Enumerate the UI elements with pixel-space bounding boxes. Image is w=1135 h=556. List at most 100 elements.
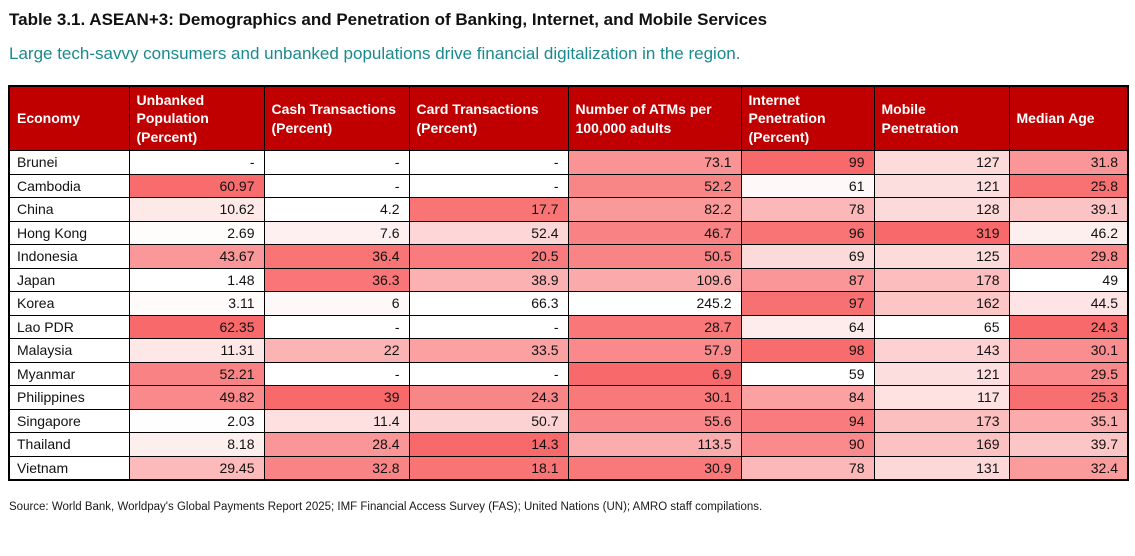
value-cell: - xyxy=(263,150,410,175)
value-cell: 245.2 xyxy=(567,291,742,316)
value-cell: 29.8 xyxy=(1008,244,1129,269)
column-header: Mobile Penetration xyxy=(873,85,1010,151)
value-cell: - xyxy=(408,150,569,175)
value-cell: 38.9 xyxy=(408,267,569,292)
economy-cell: Malaysia xyxy=(8,338,130,363)
value-cell: 96 xyxy=(740,220,875,245)
value-cell: 50.7 xyxy=(408,408,569,433)
table-row: Korea 3.11 6 66.3 245.2 97 162 44.5 xyxy=(8,291,1129,316)
value-cell: 4.2 xyxy=(263,197,410,222)
table-body: Brunei - - -73.1 99 127 31.8 Cambodia 60.97- -52.… xyxy=(8,150,1129,481)
value-cell: 52.21 xyxy=(128,361,265,386)
value-cell: 73.1 xyxy=(567,150,742,175)
table-title: Table 3.1. ASEAN+3: Demographics and Pen… xyxy=(9,10,768,29)
value-cell: 8.18 xyxy=(128,432,265,457)
value-cell: 59 xyxy=(740,361,875,386)
value-cell: 20.5 xyxy=(408,244,569,269)
table-row: Philippines 49.82 39 24.3 30.1 84 117 25.3 xyxy=(8,385,1129,410)
value-cell: 28.4 xyxy=(263,432,410,457)
table-row: Hong Kong 2.69 7.6 52.4 46.7 96 319 46.2 xyxy=(8,220,1129,245)
value-cell: 6.9 xyxy=(567,361,742,386)
value-cell: 29.45 xyxy=(128,455,265,481)
value-cell: 18.1 xyxy=(408,455,569,481)
table-row: Lao PDR 62.35- -28.7 64 65 24.3 xyxy=(8,314,1129,339)
value-cell: - xyxy=(263,173,410,198)
report-page: Table 3.1. ASEAN+3: Demographics and Pen… xyxy=(8,10,1129,513)
economy-cell: Lao PDR xyxy=(8,314,130,339)
table-header: Economy Unbanked Population (Percent) Cash… xyxy=(8,85,1129,151)
value-cell: 121 xyxy=(873,173,1010,198)
value-cell: 30.9 xyxy=(567,455,742,481)
table-row: Japan 1.48 36.3 38.9 109.6 87 178 49 xyxy=(8,267,1129,292)
value-cell: - xyxy=(408,361,569,386)
column-header: Number of ATMs per 100,000 adults xyxy=(567,85,742,151)
column-header: Economy xyxy=(8,85,130,151)
value-cell: 32.8 xyxy=(263,455,410,481)
value-cell: 36.3 xyxy=(263,267,410,292)
value-cell: 36.4 xyxy=(263,244,410,269)
value-cell: 97 xyxy=(740,291,875,316)
table-row: Myanmar 52.21- -6.9 59 121 29.5 xyxy=(8,361,1129,386)
table-row: Vietnam 29.45 32.8 18.1 30.9 78 131 32.4 xyxy=(8,455,1129,481)
value-cell: 10.62 xyxy=(128,197,265,222)
column-header: Internet Penetration (Percent) xyxy=(740,85,875,151)
value-cell: 99 xyxy=(740,150,875,175)
economy-cell: Korea xyxy=(8,291,130,316)
value-cell: 14.3 xyxy=(408,432,569,457)
value-cell: 61 xyxy=(740,173,875,198)
value-cell: 178 xyxy=(873,267,1010,292)
table-header-row: Economy Unbanked Population (Percent) Cash… xyxy=(8,85,1129,151)
value-cell: 127 xyxy=(873,150,1010,175)
column-header: Cash Transactions (Percent) xyxy=(263,85,410,151)
value-cell: 121 xyxy=(873,361,1010,386)
table-row: Thailand 8.18 28.4 14.3 113.5 90 169 39.7 xyxy=(8,432,1129,457)
value-cell: 125 xyxy=(873,244,1010,269)
value-cell: 66.3 xyxy=(408,291,569,316)
source-note: Source: World Bank, Worldpay's Global Pa… xyxy=(9,501,763,513)
value-cell: - xyxy=(263,314,410,339)
value-cell: 11.31 xyxy=(128,338,265,363)
value-cell: - xyxy=(408,173,569,198)
table-row: Cambodia 60.97- -52.2 61 121 25.8 xyxy=(8,173,1129,198)
economy-cell: Philippines xyxy=(8,385,130,410)
value-cell: 162 xyxy=(873,291,1010,316)
value-cell: 2.69 xyxy=(128,220,265,245)
value-cell: 109.6 xyxy=(567,267,742,292)
value-cell: 173 xyxy=(873,408,1010,433)
economy-cell: Vietnam xyxy=(8,455,130,481)
value-cell: 55.6 xyxy=(567,408,742,433)
value-cell: 11.4 xyxy=(263,408,410,433)
economy-cell: Hong Kong xyxy=(8,220,130,245)
value-cell: 64 xyxy=(740,314,875,339)
value-cell: 39 xyxy=(263,385,410,410)
value-cell: 28.7 xyxy=(567,314,742,339)
value-cell: 62.35 xyxy=(128,314,265,339)
value-cell: 49.82 xyxy=(128,385,265,410)
value-cell: 169 xyxy=(873,432,1010,457)
value-cell: 31.8 xyxy=(1008,150,1129,175)
table-row: Brunei - - -73.1 99 127 31.8 xyxy=(8,150,1129,175)
value-cell: 39.7 xyxy=(1008,432,1129,457)
value-cell: 43.67 xyxy=(128,244,265,269)
value-cell: - xyxy=(408,314,569,339)
value-cell: 113.5 xyxy=(567,432,742,457)
value-cell: 57.9 xyxy=(567,338,742,363)
value-cell: 65 xyxy=(873,314,1010,339)
value-cell: 60.97 xyxy=(128,173,265,198)
value-cell: 94 xyxy=(740,408,875,433)
value-cell: 90 xyxy=(740,432,875,457)
value-cell: 52.4 xyxy=(408,220,569,245)
value-cell: 6 xyxy=(263,291,410,316)
value-cell: 1.48 xyxy=(128,267,265,292)
value-cell: 35.1 xyxy=(1008,408,1129,433)
value-cell: 319 xyxy=(873,220,1010,245)
value-cell: 44.5 xyxy=(1008,291,1129,316)
value-cell: 78 xyxy=(740,455,875,481)
value-cell: 2.03 xyxy=(128,408,265,433)
value-cell: 84 xyxy=(740,385,875,410)
value-cell: 7.6 xyxy=(263,220,410,245)
value-cell: 50.5 xyxy=(567,244,742,269)
value-cell: 32.4 xyxy=(1008,455,1129,481)
value-cell: 78 xyxy=(740,197,875,222)
demographics-heatmap-table: Economy Unbanked Population (Percent) Cash… xyxy=(8,85,1129,481)
